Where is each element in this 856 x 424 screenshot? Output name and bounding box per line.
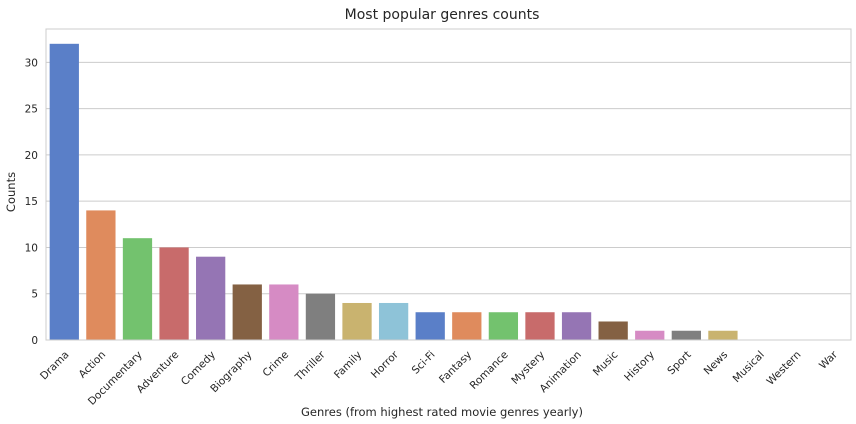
bar-animation: [561, 312, 592, 340]
bar-biography: [232, 284, 262, 340]
y-tick-label: 5: [31, 289, 38, 301]
x-tick-label: Music: [591, 349, 621, 379]
x-tick-label: Western: [764, 349, 803, 388]
x-tick-label: Family: [332, 349, 364, 381]
y-tick-label: 15: [25, 196, 38, 208]
y-tick-label: 10: [25, 242, 38, 254]
y-axis-label: Counts: [4, 172, 18, 212]
bar-action: [86, 210, 116, 340]
y-tick-label: 0: [31, 335, 38, 347]
x-tick-label: Romance: [468, 349, 511, 392]
bar-sport: [671, 330, 701, 340]
x-tick-label: Action: [76, 349, 108, 381]
bar-romance: [488, 312, 519, 340]
x-tick-label: News: [702, 349, 731, 378]
plot-frame: [45, 28, 852, 341]
bars: [49, 43, 738, 341]
bar-news: [708, 330, 738, 340]
x-tick-label: War: [817, 348, 840, 371]
x-tick-label: Fantasy: [437, 349, 474, 386]
x-axis-label: Genres (from highest rated movie genres …: [301, 405, 583, 419]
y-tick-label: 25: [25, 104, 38, 116]
bar-mystery: [525, 312, 555, 340]
bar-adventure: [159, 247, 189, 340]
bar-history: [635, 330, 665, 340]
bar-comedy: [196, 256, 226, 340]
x-tick-label: Horror: [369, 348, 402, 381]
y-tick-label: 30: [25, 57, 38, 69]
x-tick-label: Sport: [665, 349, 693, 377]
x-tick-label: Mystery: [509, 349, 547, 387]
bar-documentary: [122, 238, 153, 340]
bar-music: [598, 321, 628, 340]
bar-horror: [378, 302, 409, 340]
x-tick-label: Crime: [261, 349, 292, 380]
bar-sci-fi: [415, 312, 445, 340]
x-tick-label: Musical: [731, 349, 767, 385]
bar-thriller: [305, 293, 336, 340]
x-tick-label: History: [622, 349, 657, 384]
x-tick-label: Sci-Fi: [410, 349, 438, 377]
y-axis-ticks: 0 5 10 15 20 25 30: [25, 57, 38, 347]
x-tick-label: Thriller: [292, 348, 328, 384]
chart-title: Most popular genres counts: [345, 7, 540, 23]
bar-family: [342, 302, 372, 340]
x-axis-ticks: Drama ActionDocumentaryAdventureComedyBio…: [38, 348, 840, 407]
x-tick-label: Drama: [38, 349, 72, 383]
bar-fantasy: [452, 312, 482, 340]
bar-drama: [49, 43, 79, 341]
bar-crime: [269, 284, 299, 340]
y-tick-label: 20: [25, 150, 38, 162]
